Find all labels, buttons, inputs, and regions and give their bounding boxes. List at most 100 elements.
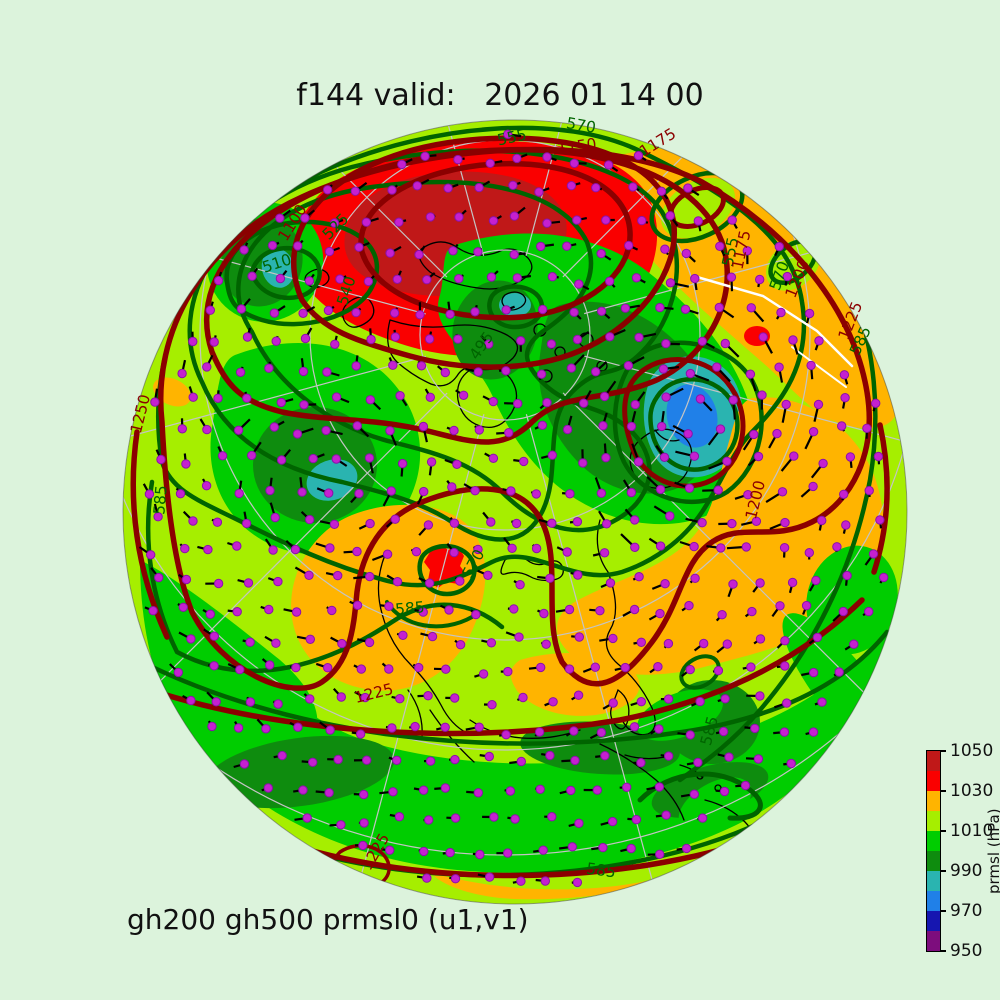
wind-dot	[202, 362, 212, 372]
wind-dot	[385, 845, 395, 855]
contour-label-gh500: 585	[394, 598, 425, 619]
wind-dot	[213, 393, 223, 403]
wind-dot	[727, 215, 737, 225]
wind-dot	[779, 727, 790, 737]
wind-dot	[426, 457, 437, 467]
wind-dot	[663, 694, 674, 704]
wind-dot	[475, 849, 485, 860]
wind-dot	[695, 394, 706, 404]
wind-dot	[336, 692, 346, 702]
wind-dot	[395, 391, 405, 401]
wind-dot	[572, 334, 583, 345]
wind-dot	[188, 516, 198, 526]
wind-dot	[365, 571, 375, 582]
wind-dot	[305, 694, 315, 704]
wind-dot	[512, 153, 522, 164]
wind-dot	[178, 602, 189, 612]
wind-dot	[276, 455, 287, 465]
wind-dot	[755, 634, 766, 644]
wind-dot	[697, 813, 708, 823]
wind-dot	[782, 698, 792, 708]
wind-dot	[242, 393, 252, 403]
wind-dot	[509, 249, 519, 260]
wind-dot	[455, 576, 465, 586]
wind-dot	[685, 368, 696, 379]
wind-dot	[424, 578, 435, 588]
wind-dot	[275, 273, 286, 284]
wind-dot	[150, 397, 160, 407]
wind-dot	[579, 398, 589, 408]
wind-dot	[777, 487, 788, 497]
wind-dot	[695, 696, 705, 707]
wind-dot	[483, 570, 493, 580]
wind-dot	[655, 849, 665, 859]
wind-dot	[489, 812, 499, 822]
wind-dot	[547, 272, 558, 282]
wind-dot	[808, 481, 818, 492]
wind-dot	[264, 363, 274, 373]
wind-dot	[750, 723, 760, 734]
wind-dot	[207, 721, 217, 732]
wind-dot	[419, 846, 429, 857]
wind-dot	[509, 604, 519, 614]
wind-dot	[808, 667, 819, 678]
wind-dot	[537, 420, 548, 430]
wind-dot	[448, 246, 458, 256]
figure-title: f144 valid: 2026 01 14 00	[296, 78, 704, 113]
wind-dot	[626, 487, 637, 498]
wind-dot	[699, 638, 709, 649]
wind-dot	[501, 305, 511, 315]
wind-dot	[473, 247, 483, 257]
wind-vectors-layer	[138, 129, 889, 888]
wind-dot	[241, 518, 252, 529]
wind-dot	[450, 874, 461, 884]
wind-dot	[392, 274, 402, 284]
wind-dot	[247, 450, 257, 461]
wind-dot	[325, 725, 335, 735]
wind-dot	[384, 664, 394, 674]
wind-dot	[838, 606, 848, 617]
wind-dot	[473, 788, 483, 798]
wind-dot	[655, 541, 666, 551]
wind-dot	[156, 454, 166, 465]
wind-dot	[746, 662, 756, 672]
wind-dot	[779, 543, 790, 553]
wind-dot	[542, 218, 552, 228]
wind-dot	[697, 336, 707, 346]
wind-dot	[573, 570, 583, 580]
wind-dot	[359, 818, 369, 828]
wind-dot	[447, 482, 457, 492]
wind-dot	[271, 638, 281, 648]
wind-dot	[542, 397, 552, 408]
wind-dot	[201, 481, 212, 491]
wind-dot	[324, 246, 335, 257]
wind-dot	[782, 271, 792, 282]
wind-dot	[780, 661, 790, 671]
wind-dot	[388, 787, 398, 797]
wind-dot	[808, 727, 819, 737]
wind-dot	[840, 393, 850, 403]
wind-dot	[291, 607, 302, 617]
wind-dot	[757, 390, 767, 400]
wind-dot	[663, 638, 674, 649]
wind-dot	[305, 634, 315, 644]
wind-dot	[724, 752, 734, 762]
wind-dot	[680, 304, 691, 314]
wind-dot	[633, 457, 644, 467]
wind-dot	[509, 211, 520, 221]
wind-dot	[304, 570, 314, 580]
wind-dot	[308, 453, 318, 464]
wind-dot	[637, 215, 647, 226]
wind-dot	[817, 697, 827, 707]
wind-dot	[817, 515, 827, 526]
wind-dot	[531, 489, 541, 499]
wind-dot	[595, 606, 605, 616]
wind-dot	[751, 516, 762, 526]
wind-dot	[728, 395, 738, 405]
wind-dot	[392, 755, 402, 765]
wind-dot	[780, 517, 790, 528]
wind-dot	[630, 515, 640, 525]
wind-dot	[487, 700, 497, 710]
wind-dot	[684, 600, 694, 611]
wind-dot	[153, 512, 163, 522]
